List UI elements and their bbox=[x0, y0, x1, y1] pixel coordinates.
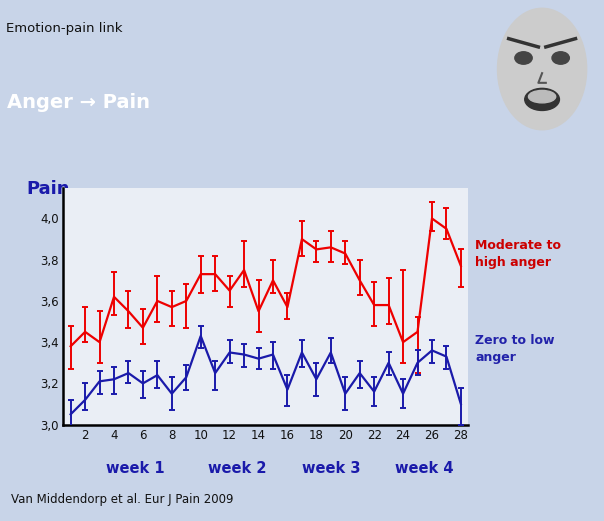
Text: Pain: Pain bbox=[26, 180, 69, 197]
Ellipse shape bbox=[525, 89, 559, 110]
Ellipse shape bbox=[552, 52, 570, 64]
Ellipse shape bbox=[528, 91, 556, 103]
Ellipse shape bbox=[498, 8, 586, 130]
Text: week 3: week 3 bbox=[301, 461, 360, 476]
Text: week 2: week 2 bbox=[208, 461, 266, 476]
Text: Moderate to
high anger: Moderate to high anger bbox=[475, 239, 561, 269]
Text: Van Middendorp et al. Eur J Pain 2009: Van Middendorp et al. Eur J Pain 2009 bbox=[11, 493, 233, 506]
Text: week 4: week 4 bbox=[396, 461, 454, 476]
Text: Zero to low
anger: Zero to low anger bbox=[475, 334, 554, 364]
Text: Anger → Pain: Anger → Pain bbox=[7, 93, 150, 112]
Text: Emotion-pain link: Emotion-pain link bbox=[6, 22, 122, 35]
Ellipse shape bbox=[515, 52, 532, 64]
Text: week 1: week 1 bbox=[106, 461, 165, 476]
